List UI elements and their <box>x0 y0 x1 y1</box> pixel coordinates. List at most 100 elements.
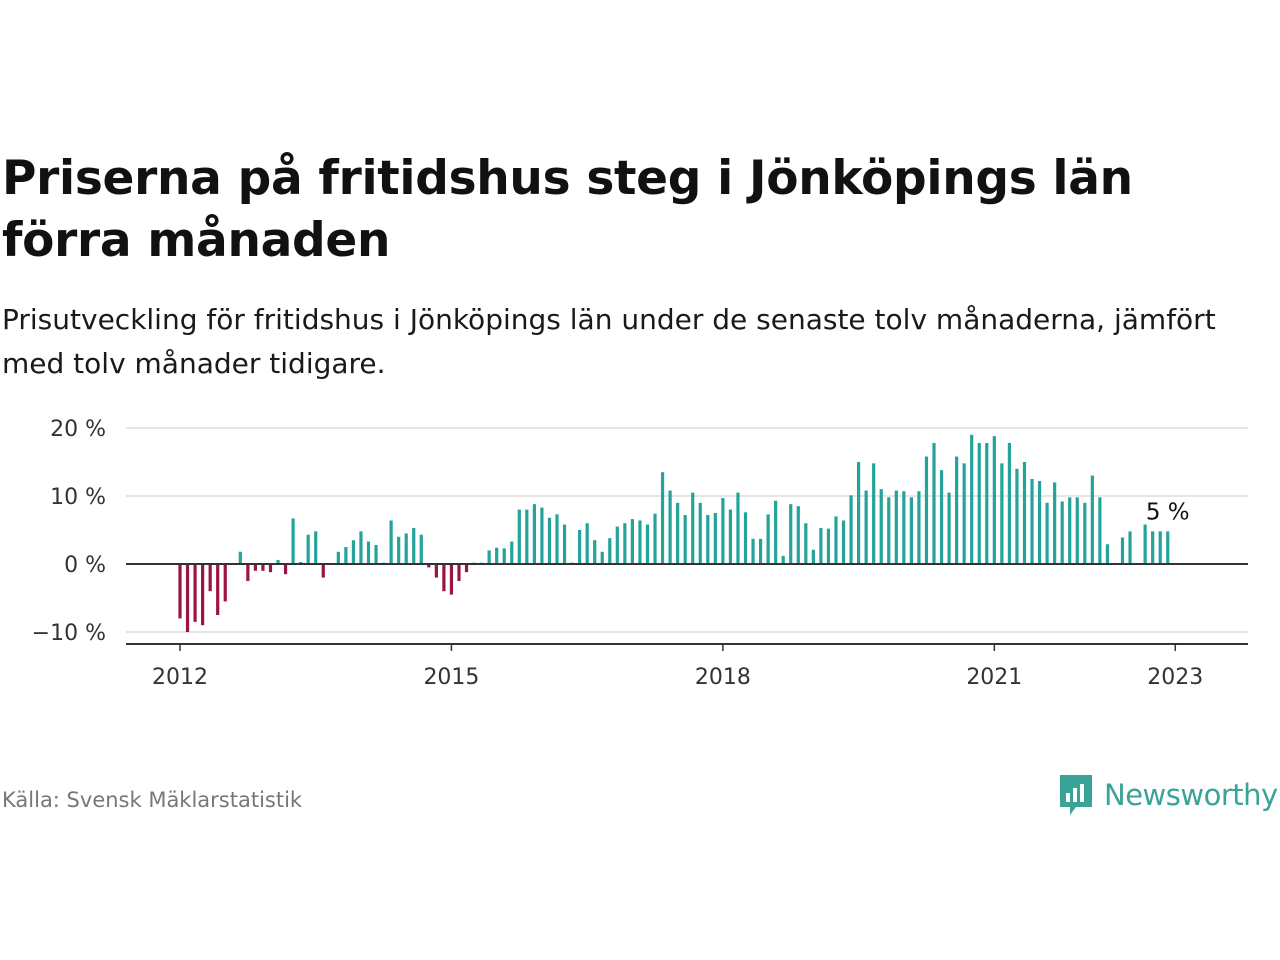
bar <box>253 564 257 571</box>
bar-series <box>178 434 1170 632</box>
bar <box>1090 475 1094 564</box>
bar <box>321 564 325 578</box>
bar <box>427 564 431 568</box>
bar <box>909 497 913 564</box>
newsworthy-logo[interactable]: Newsworthy <box>1058 773 1278 817</box>
bar <box>992 436 996 564</box>
bar <box>1151 531 1155 564</box>
y-tick-label: −10 % <box>32 621 106 646</box>
bar <box>796 506 800 564</box>
axes: 20 % 10 % 0 % −10 % 2012 2015 2018 2021 2023 5 % <box>32 417 1248 690</box>
bar <box>238 551 242 564</box>
bar <box>826 528 831 564</box>
bar <box>804 523 808 564</box>
bar <box>412 527 416 564</box>
bar <box>849 495 853 564</box>
last-value-annotation: 5 % <box>1146 499 1190 525</box>
bar <box>434 564 438 578</box>
bar <box>419 534 423 564</box>
bar <box>555 514 559 564</box>
bar <box>495 547 499 564</box>
bar <box>502 548 506 564</box>
bar <box>1060 501 1064 564</box>
bar <box>962 463 966 564</box>
bar <box>932 442 936 564</box>
bar <box>397 536 401 564</box>
bar <box>193 564 197 622</box>
bar <box>201 564 205 626</box>
bar <box>902 491 906 564</box>
bar <box>404 533 408 564</box>
bar <box>1128 531 1132 564</box>
bar <box>608 538 612 564</box>
bar <box>291 518 295 564</box>
bar <box>585 523 589 564</box>
x-tick-label: 2015 <box>423 665 479 690</box>
x-tick-label: 2012 <box>152 665 208 690</box>
bar <box>185 564 190 632</box>
bar <box>1098 497 1102 564</box>
bar <box>449 564 454 595</box>
bar <box>306 534 310 564</box>
bar <box>1166 531 1170 564</box>
bar <box>728 509 733 564</box>
bar <box>1075 497 1079 564</box>
bar <box>246 564 250 581</box>
bar <box>939 470 944 564</box>
bar <box>864 490 868 564</box>
bar <box>178 564 182 619</box>
bar-chart: 20 % 10 % 0 % −10 % 2012 2015 2018 2021 2023 5 % <box>32 417 1248 690</box>
bar <box>955 456 959 564</box>
bar <box>299 561 303 564</box>
bar <box>1143 524 1147 564</box>
bar <box>781 555 785 564</box>
bar <box>389 520 393 564</box>
bar <box>721 498 725 564</box>
bar <box>366 541 371 564</box>
bar <box>223 564 227 602</box>
y-tick-label: 0 % <box>64 553 106 578</box>
y-tick-label: 10 % <box>50 485 106 510</box>
bar <box>1053 482 1057 564</box>
bar <box>668 490 672 564</box>
bar <box>562 524 567 564</box>
bar <box>894 490 898 564</box>
bar <box>1030 479 1034 564</box>
bar <box>615 526 619 564</box>
bar <box>713 513 717 564</box>
newsworthy-logo-icon <box>1060 775 1092 815</box>
bar <box>540 507 544 564</box>
bar <box>841 520 846 564</box>
bar <box>857 462 861 564</box>
bar <box>1158 531 1162 564</box>
bar <box>600 551 604 564</box>
bar <box>758 538 763 564</box>
bar <box>276 559 280 564</box>
bar <box>1120 537 1125 564</box>
bar <box>917 491 921 564</box>
chart-title: Priserna på fritidshus steg i Jönköpings… <box>2 151 1133 268</box>
bar <box>970 434 974 564</box>
bar <box>819 527 823 564</box>
bar <box>1007 442 1011 564</box>
brand-name: Newsworthy <box>1104 778 1278 812</box>
bar <box>344 547 348 564</box>
chart-subtitle: Prisutveckling för fritidshus i Jönköpin… <box>2 303 1216 380</box>
bar <box>261 564 265 571</box>
bar <box>525 509 529 564</box>
bar <box>1068 497 1072 564</box>
bar <box>547 517 552 564</box>
bar <box>517 509 521 564</box>
bar <box>268 564 273 573</box>
bar <box>743 512 748 564</box>
bar <box>1105 544 1110 564</box>
bar <box>1083 502 1087 564</box>
bar <box>314 531 318 564</box>
bar <box>706 515 710 564</box>
bar <box>676 502 680 564</box>
bar <box>887 497 891 564</box>
bar <box>442 564 446 592</box>
gridlines <box>126 427 1248 633</box>
bar <box>834 516 838 564</box>
bar <box>985 442 989 564</box>
